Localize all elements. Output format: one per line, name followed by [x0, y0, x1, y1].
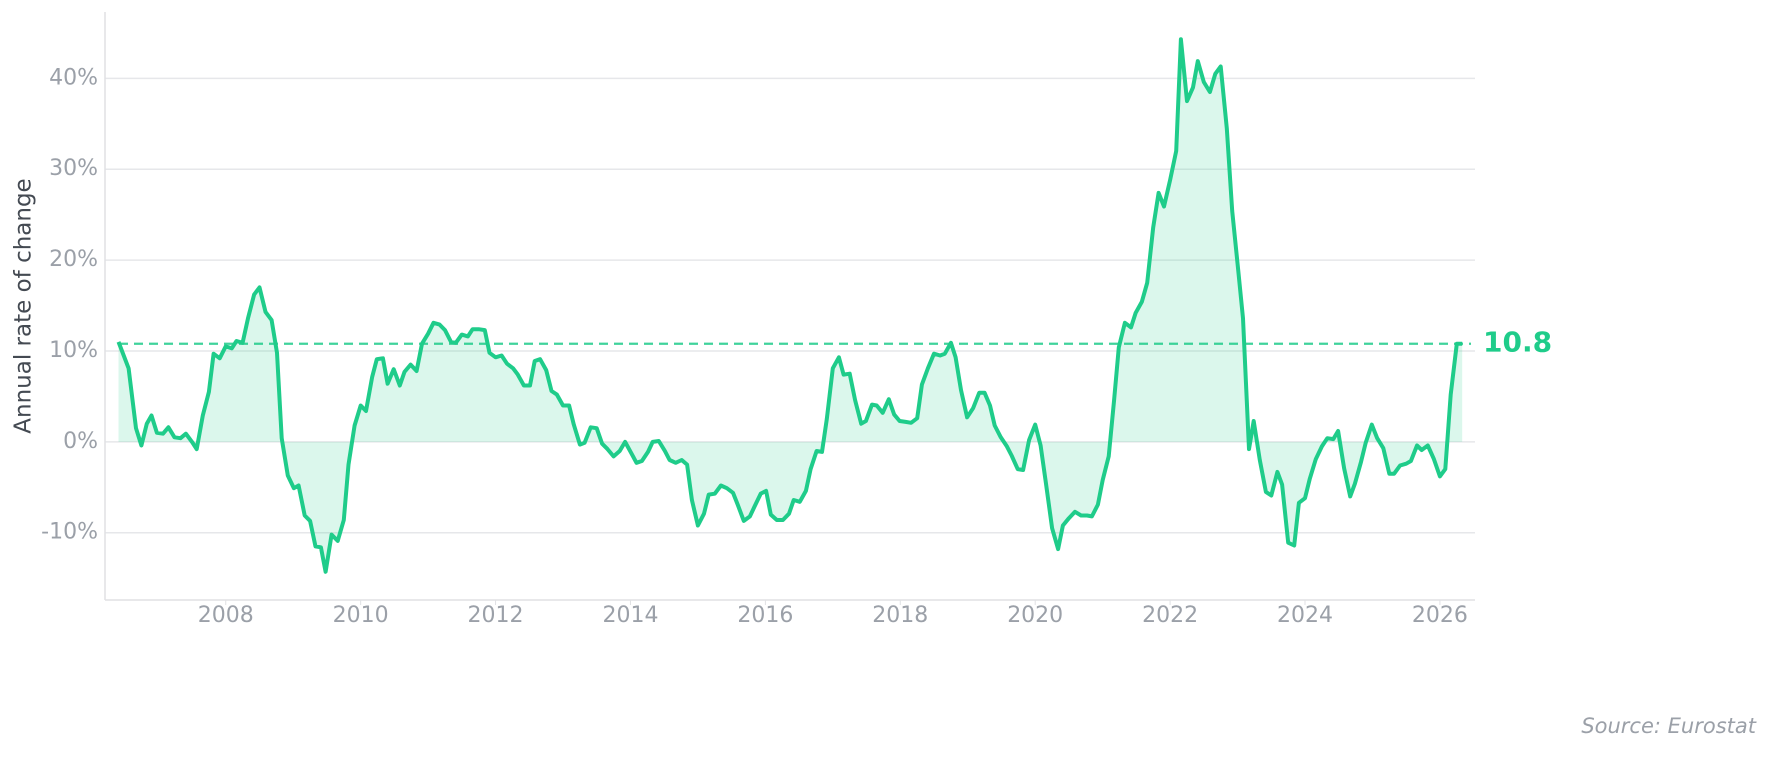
reference-label: 10.8	[1483, 326, 1552, 359]
x-tick-label: 2016	[737, 603, 793, 628]
y-tick-label: -10%	[41, 520, 98, 545]
x-tick-label: 2008	[198, 603, 254, 628]
x-tick-label: 2014	[602, 603, 658, 628]
y-axis-label: Annual rate of change	[11, 178, 37, 433]
x-tick-label: 2024	[1277, 603, 1333, 628]
x-tick-label: 2018	[872, 603, 928, 628]
y-tick-label: 30%	[49, 156, 98, 181]
line	[116, 37, 1463, 574]
area	[118, 39, 1463, 572]
y-tick-label: 10%	[49, 338, 98, 363]
x-tick-label: 2010	[333, 603, 389, 628]
y-tick-label: 20%	[49, 247, 98, 272]
x-tick-label: 2020	[1007, 603, 1063, 628]
x-tick-label: 2026	[1412, 603, 1468, 628]
x-tick-label: 2022	[1142, 603, 1198, 628]
y-tick-label: 0%	[63, 429, 98, 454]
x-tick-label: 2012	[468, 603, 524, 628]
y-tick-label: 40%	[49, 65, 98, 90]
source-note: Source: Eurostat	[1581, 714, 1756, 738]
